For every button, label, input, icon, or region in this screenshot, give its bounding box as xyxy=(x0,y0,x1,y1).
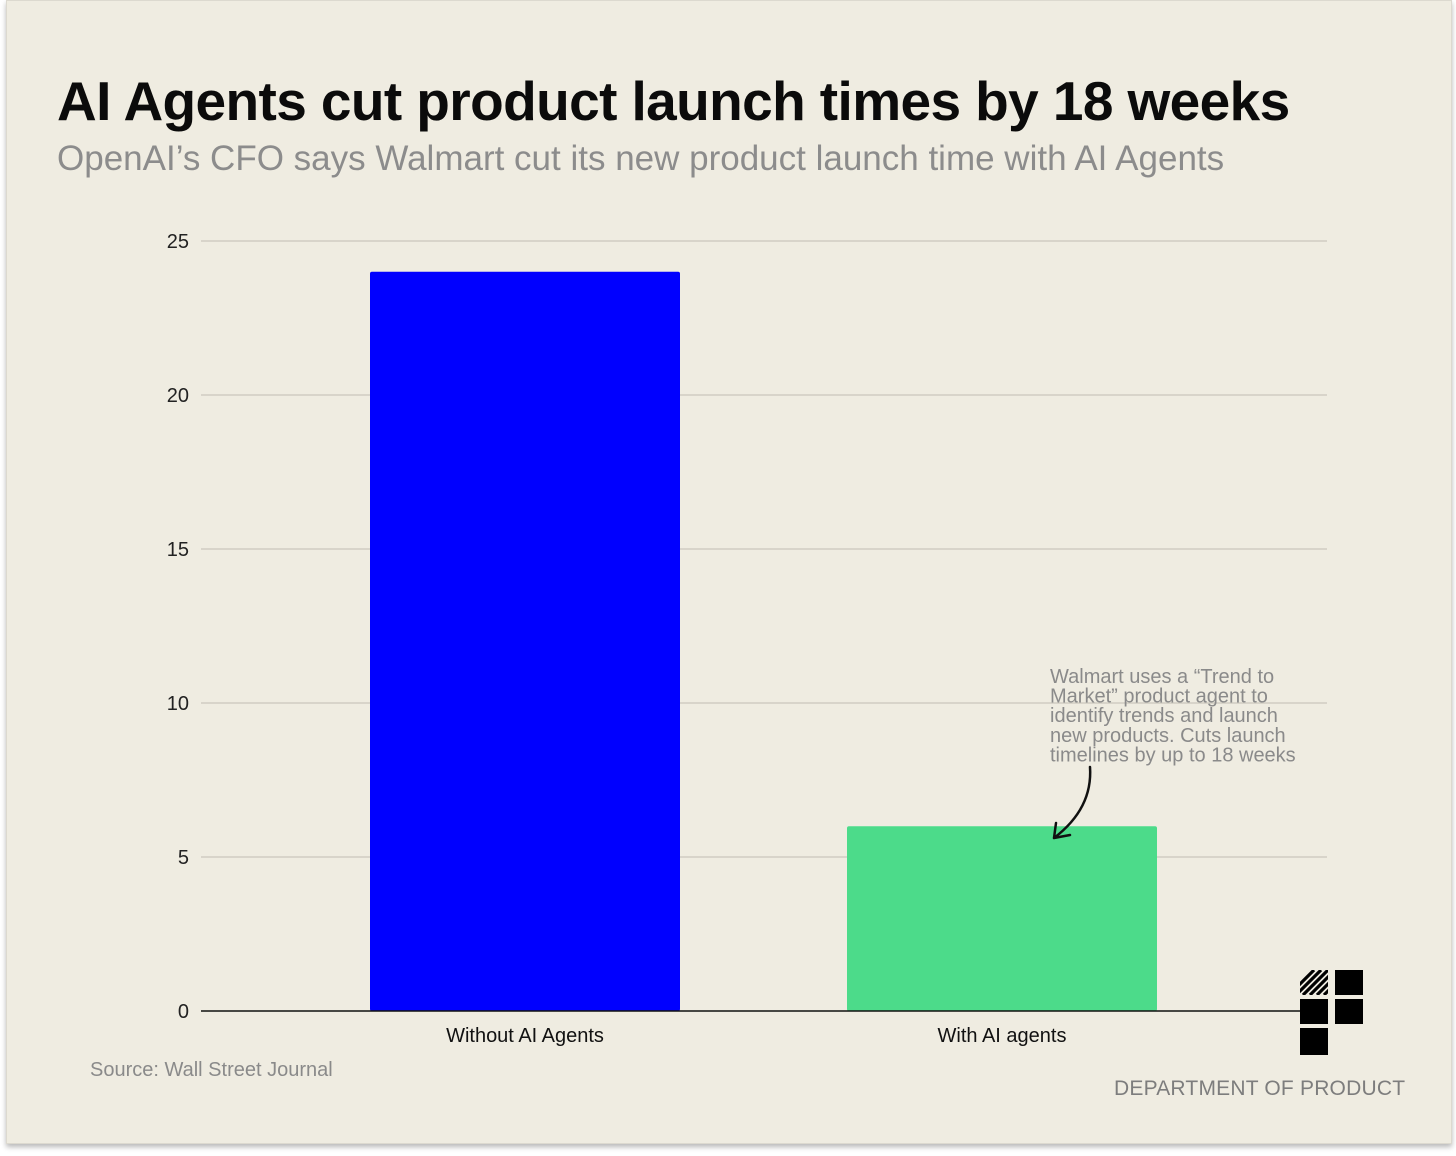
chart-card: AI Agents cut product launch times by 18… xyxy=(6,0,1452,1144)
x-category-label: Without AI Agents xyxy=(446,1025,604,1047)
y-tick-label: 20 xyxy=(167,385,189,407)
x-category-label: With AI agents xyxy=(938,1025,1067,1047)
annotation-line: Walmart uses a “Trend to xyxy=(1050,666,1274,688)
bar-without-ai-agents xyxy=(370,271,680,1011)
annotation-line: Market” product agent to xyxy=(1050,686,1268,708)
y-tick-label: 15 xyxy=(167,539,189,561)
bar-chart: 0 5 10 15 20 25 Without AI Agents With AI agen… xyxy=(167,231,1327,1047)
bar-with-ai-agents xyxy=(847,826,1157,1011)
y-axis-tick-labels: 0 5 10 15 20 25 xyxy=(167,231,189,1023)
bars xyxy=(370,271,1157,1011)
source-note: Source: Wall Street Journal xyxy=(90,1059,333,1081)
y-tick-label: 10 xyxy=(167,693,189,715)
annotation-line: new products. Cuts launch xyxy=(1050,725,1286,747)
x-axis-category-labels: Without AI Agents With AI agents xyxy=(446,1025,1066,1047)
chart-subtitle: OpenAI’s CFO says Walmart cut its new pr… xyxy=(57,139,1225,178)
annotation-line: timelines by up to 18 weeks xyxy=(1050,744,1296,766)
y-tick-label: 5 xyxy=(178,847,189,869)
annotation-arrow xyxy=(1052,765,1092,840)
brand-name: DEPARTMENT OF PRODUCT xyxy=(1114,1077,1406,1100)
chart-title: AI Agents cut product launch times by 18… xyxy=(57,70,1290,132)
y-tick-label: 0 xyxy=(178,1001,189,1023)
annotation-line: identify trends and launch xyxy=(1050,705,1278,727)
y-tick-label: 25 xyxy=(167,231,189,253)
department-of-product-logo-icon xyxy=(1300,970,1363,1055)
